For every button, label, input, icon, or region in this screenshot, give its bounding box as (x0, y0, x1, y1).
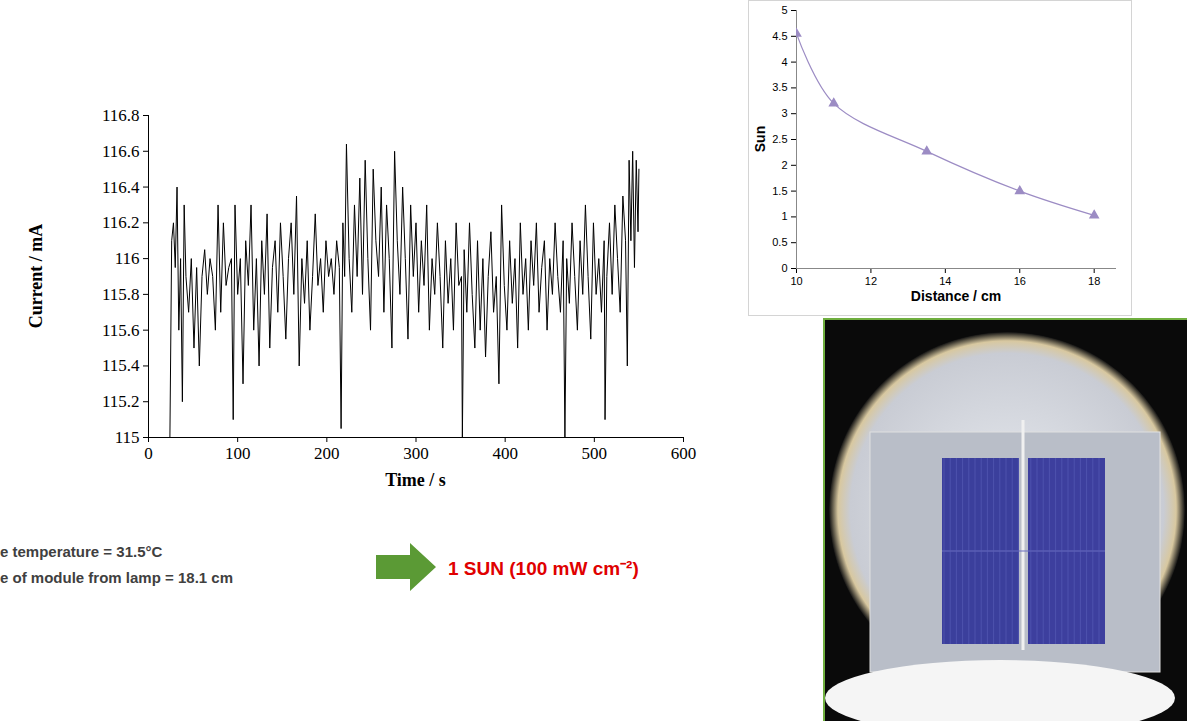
html-text:e temperature = 31.5°C: e temperature = 31.5°C (0, 543, 163, 560)
svg-text:600: 600 (671, 444, 697, 463)
svg-text:2: 2 (781, 159, 787, 171)
svg-text:10: 10 (790, 275, 802, 287)
svg-text:200: 200 (314, 444, 340, 463)
svg-text:500: 500 (582, 444, 608, 463)
svg-text:115.2: 115.2 (102, 392, 140, 411)
svg-text:115.8: 115.8 (102, 285, 140, 304)
svg-text:12: 12 (865, 275, 877, 287)
svg-text:18: 18 (1088, 275, 1100, 287)
html-text:Sun: Sun (752, 125, 768, 153)
svg-text:4: 4 (781, 56, 787, 68)
svg-text:116.6: 116.6 (102, 142, 140, 161)
svg-text:116.2: 116.2 (102, 213, 140, 232)
svg-text:0: 0 (144, 444, 153, 463)
svg-text:14: 14 (939, 275, 951, 287)
svg-text:100: 100 (225, 444, 251, 463)
html-text:Distance / cm: Distance / cm (910, 288, 1002, 304)
svg-text:2.5: 2.5 (772, 133, 787, 145)
html-text:Current / mA: Current / mA (25, 223, 46, 329)
svg-text:116.4: 116.4 (102, 177, 140, 196)
svg-text:116.8: 116.8 (102, 106, 140, 125)
html-text:e of module from lamp = 18.1 c: e of module from lamp = 18.1 cm (0, 569, 233, 586)
svg-text:3.5: 3.5 (772, 81, 787, 93)
html-text:1 SUN (100 mW cm⁻²): 1 SUN (100 mW cm⁻²) (448, 558, 639, 579)
svg-text:5: 5 (781, 4, 787, 16)
html-text:Time / s: Time / s (385, 470, 446, 490)
svg-text:16: 16 (1014, 275, 1026, 287)
svg-text:400: 400 (492, 444, 517, 463)
svg-text:115: 115 (115, 428, 140, 447)
svg-text:1.5: 1.5 (772, 185, 787, 197)
svg-text:0.5: 0.5 (772, 236, 787, 248)
svg-text:0: 0 (781, 262, 787, 274)
svg-text:116: 116 (115, 249, 140, 268)
svg-text:3: 3 (781, 107, 787, 119)
svg-text:1: 1 (781, 210, 787, 222)
svg-text:115.6: 115.6 (102, 321, 140, 340)
svg-text:300: 300 (403, 444, 429, 463)
svg-text:4.5: 4.5 (772, 30, 787, 42)
svg-text:115.4: 115.4 (102, 356, 140, 375)
